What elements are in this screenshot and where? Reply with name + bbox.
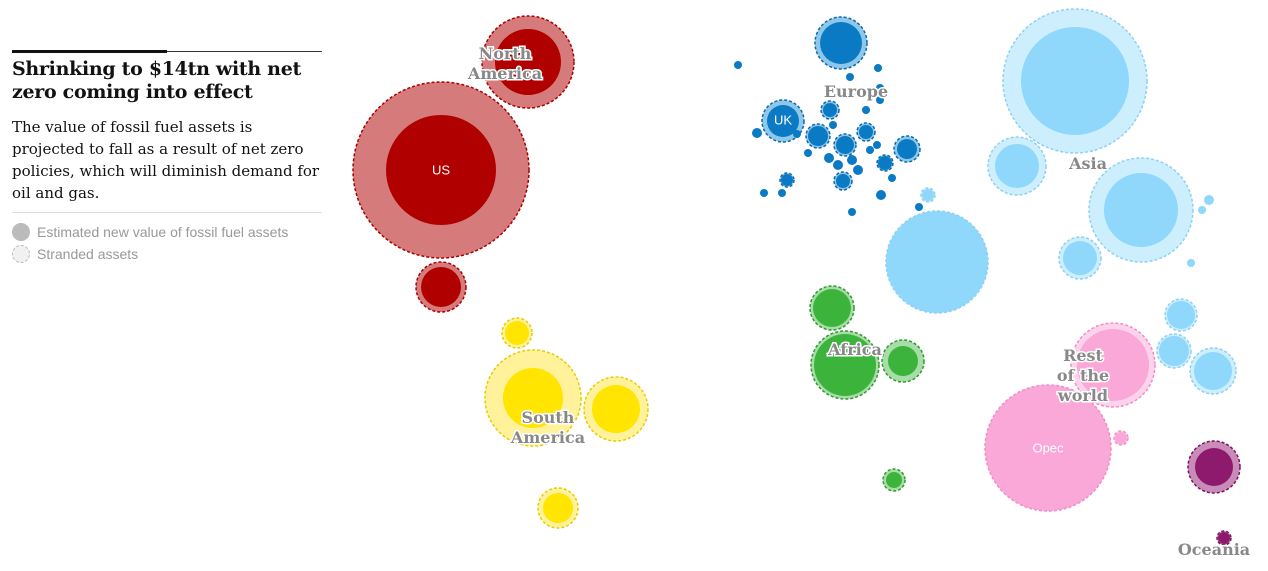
value-bubble — [1077, 329, 1149, 401]
legend-label: Estimated new value of fossil fuel asset… — [37, 224, 289, 240]
stranded-bubble — [885, 210, 989, 314]
region-label: Europe — [824, 82, 888, 101]
small-bubble — [778, 189, 786, 197]
top-rule — [12, 50, 322, 53]
value-bubble — [813, 289, 851, 327]
small-bubble — [862, 106, 870, 114]
value-bubble — [808, 126, 828, 146]
region-label: Africa — [827, 340, 882, 359]
region-label-line: Oceania — [1178, 540, 1250, 559]
region-label-line: of the — [1057, 366, 1109, 385]
divider — [12, 212, 322, 213]
value-bubble — [1218, 532, 1230, 544]
region-label-line: America — [510, 428, 585, 447]
value-bubble — [767, 105, 799, 137]
side-panel: Shrinking to $14tn with net zero coming … — [12, 50, 322, 265]
region-label-line: South — [522, 408, 575, 427]
small-bubble — [833, 160, 843, 170]
region-label: South America — [510, 408, 585, 447]
small-bubble — [1187, 259, 1195, 267]
legend-label: Stranded assets — [37, 246, 139, 262]
small-bubble — [804, 149, 812, 157]
region-label-line: North — [479, 44, 532, 63]
value-bubble — [421, 267, 461, 307]
title: Shrinking to $14tn with net zero coming … — [12, 58, 301, 103]
small-bubble — [876, 84, 884, 92]
value-bubble — [1195, 448, 1233, 486]
small-bubble — [734, 61, 742, 69]
bubble-label: Opec — [1032, 440, 1064, 455]
small-bubble — [876, 190, 886, 200]
small-bubble — [793, 130, 801, 138]
value-bubble — [859, 125, 873, 139]
value-bubble — [1167, 301, 1195, 329]
value-bubble — [495, 29, 561, 95]
small-bubble — [853, 165, 863, 175]
value-bubble — [836, 174, 850, 188]
small-bubble — [829, 121, 837, 129]
small-bubble — [888, 174, 896, 182]
region-label: Asia — [1068, 154, 1107, 173]
small-bubble — [848, 208, 856, 216]
small-bubble — [824, 153, 834, 163]
bubble-label: UK — [774, 112, 792, 127]
value-bubble — [814, 334, 876, 396]
legend-swatch — [12, 223, 30, 241]
value-bubble — [1021, 27, 1129, 135]
value-bubble — [505, 321, 529, 345]
small-bubble — [915, 203, 923, 211]
bubble-label: US — [432, 162, 450, 177]
value-bubble — [386, 115, 496, 225]
region-label-line: Asia — [1068, 154, 1107, 173]
value-bubble — [1159, 336, 1189, 366]
value-bubble — [543, 493, 573, 523]
legend-swatch — [12, 245, 30, 263]
value-bubble — [781, 174, 793, 186]
small-bubble — [1198, 206, 1206, 214]
region-label-line: Europe — [824, 82, 888, 101]
value-bubble — [592, 385, 640, 433]
region-label: Rest of the world — [1057, 346, 1109, 405]
value-bubble — [503, 368, 563, 428]
value-bubble — [888, 346, 918, 376]
value-bubble — [897, 139, 917, 159]
value-bubble — [820, 22, 862, 64]
small-bubble — [846, 73, 854, 81]
value-bubble — [922, 189, 934, 201]
stranded-bubble — [984, 384, 1112, 512]
small-bubble — [752, 128, 762, 138]
value-bubble — [878, 156, 892, 170]
value-bubble — [1194, 352, 1232, 390]
value-bubble — [1104, 173, 1178, 247]
small-bubble — [876, 96, 884, 104]
value-bubble — [836, 136, 854, 154]
region-label-line: America — [467, 64, 542, 83]
description: The value of fossil fuel assets is proje… — [12, 118, 320, 202]
region-label-line: Rest — [1063, 346, 1103, 365]
legend-item: Estimated new value of fossil fuel asset… — [12, 221, 322, 243]
small-bubble — [873, 141, 881, 149]
small-bubble — [866, 146, 874, 154]
value-bubble — [995, 144, 1039, 188]
region-label-line: Africa — [827, 340, 882, 359]
region-label-line: world — [1057, 386, 1108, 405]
small-bubble — [874, 64, 882, 72]
legend-item: Stranded assets — [12, 243, 322, 265]
value-bubble — [886, 472, 902, 488]
small-bubble — [760, 189, 768, 197]
region-label: North America — [467, 44, 542, 83]
value-bubble — [1115, 432, 1127, 444]
small-bubble — [847, 155, 857, 165]
region-label: Oceania — [1178, 540, 1250, 559]
value-bubble — [823, 103, 837, 117]
small-bubble — [1204, 195, 1214, 205]
value-bubble — [1063, 241, 1097, 275]
